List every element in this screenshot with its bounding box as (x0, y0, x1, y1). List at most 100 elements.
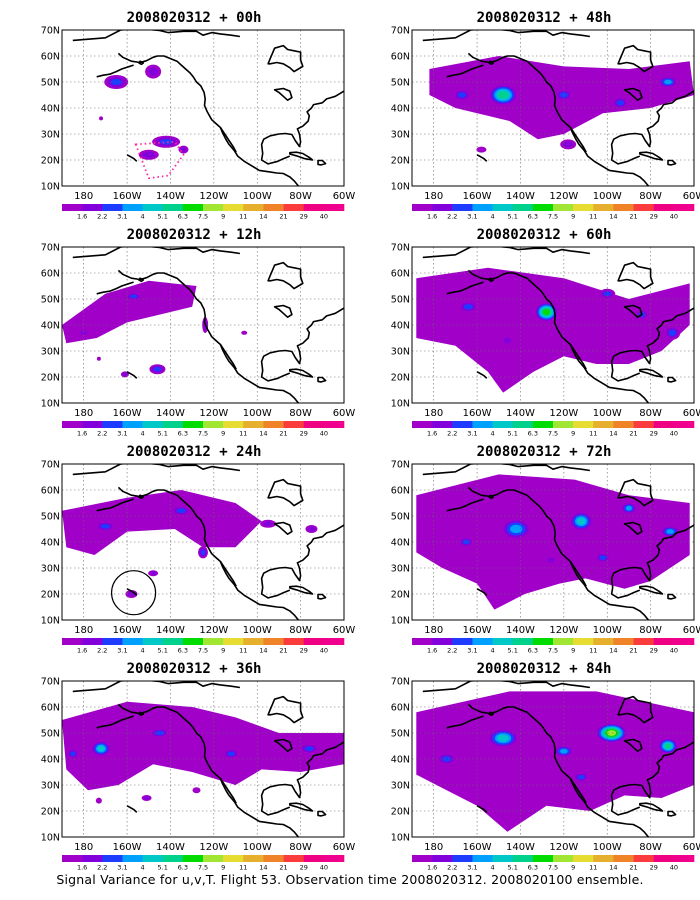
map-frame (61, 246, 345, 404)
colorbar-swatch (472, 204, 493, 211)
variance-contour (462, 539, 470, 545)
colorbar-label: 40 (320, 430, 328, 438)
lat-label: 60N (391, 269, 410, 280)
colorbar-swatch (492, 638, 514, 645)
lon-label: 80W (289, 408, 312, 419)
colorbar-label: 7.5 (198, 864, 208, 872)
colorbar-label: 9 (221, 430, 225, 438)
colorbar-swatch (243, 855, 264, 862)
colorbar-swatch (303, 638, 325, 645)
colorbar-swatch (613, 421, 634, 428)
colorbar-label: 29 (650, 430, 658, 438)
variance-contour (153, 366, 162, 372)
lon-label: 120W (549, 191, 578, 202)
coastline (422, 464, 694, 620)
colorbar-swatch (553, 421, 574, 428)
lon-label: 140W (506, 408, 535, 419)
colorbar-swatch (633, 638, 655, 645)
colorbar-label: 40 (670, 430, 678, 438)
colorbar-label: 14 (609, 430, 617, 438)
colorbar-swatch (122, 421, 143, 428)
lon-label: 80W (289, 842, 312, 853)
colorbar-swatch (653, 638, 675, 645)
colorbar-swatch (512, 855, 534, 862)
variance-contour (129, 294, 138, 299)
lat-label: 70N (391, 677, 410, 688)
lon-label: 140W (156, 408, 185, 419)
colorbar-label: 29 (650, 213, 658, 221)
panel-title: 2008020312 + 48h (476, 10, 612, 26)
colorbar-swatch (82, 638, 103, 645)
lon-label: 60W (683, 408, 700, 419)
colorbar-label: 11 (589, 647, 597, 655)
colorbar-swatch (62, 638, 83, 645)
colorbar-swatch (162, 421, 184, 428)
colorbar-label: 5.1 (508, 213, 518, 221)
variance-contour (607, 730, 617, 736)
lat-label: 70N (41, 460, 60, 471)
colorbar-label: 14 (259, 213, 267, 221)
lat-label: 60N (41, 703, 60, 714)
variance-contour (227, 751, 235, 757)
lon-label: 180 (424, 191, 443, 202)
colorbar-swatch (412, 204, 433, 211)
colorbar-label: 14 (259, 430, 267, 438)
colorbar-label: 40 (320, 864, 328, 872)
colorbar-swatch (573, 855, 594, 862)
colorbar-label: 21 (629, 430, 637, 438)
colorbar-swatch (102, 204, 123, 211)
colorbar-label: 9 (571, 647, 575, 655)
colorbar-swatch (633, 855, 655, 862)
colorbar-swatch (553, 855, 574, 862)
colorbar-swatch (223, 204, 244, 211)
colorbar-label: 1.6 (427, 864, 437, 872)
graticule (62, 681, 344, 837)
variance-contour (503, 337, 511, 344)
lon-label: 160W (463, 408, 492, 419)
variance-contour (599, 555, 607, 560)
colorbar-swatch (182, 421, 204, 428)
lat-label: 40N (41, 538, 60, 549)
colorbar-label: 40 (670, 647, 678, 655)
colorbar-swatch (452, 421, 473, 428)
lon-label: 180 (424, 408, 443, 419)
colorbar-swatch (653, 855, 675, 862)
colorbar-swatch (492, 421, 514, 428)
lat-label: 20N (391, 590, 410, 601)
colorbar-label: 14 (609, 864, 617, 872)
lat-label: 70N (391, 460, 410, 471)
variance-contour (476, 146, 487, 153)
colorbar-label: 1.6 (77, 864, 87, 872)
variance-map: 70N 60N 50N 40N 30N 20N 10N 180 160W 140W 120W 100W… (41, 677, 356, 872)
graticule (412, 464, 694, 620)
map-panel: 2008020312 + 36h 70N 60N 50N 40N 30N 20N 10N 180… (29, 659, 359, 881)
colorbar-swatch (283, 204, 305, 211)
lat-label: 60N (391, 703, 410, 714)
colorbar-swatch (412, 638, 433, 645)
colorbar-swatch (532, 204, 554, 211)
colorbar-swatch (162, 855, 184, 862)
colorbar-swatch (452, 855, 473, 862)
colorbar-label: 3.1 (467, 213, 477, 221)
lat-label: 30N (391, 564, 410, 575)
colorbar-swatch (323, 421, 345, 428)
variance-contour (625, 505, 633, 511)
colorbar-swatch (452, 638, 473, 645)
coastline (72, 681, 344, 837)
variance-contour (100, 524, 110, 529)
colorbar-label: 7.5 (198, 213, 208, 221)
variance-contour (142, 151, 155, 158)
colorbar-label: 29 (300, 430, 308, 438)
colorbar-label: 5.1 (508, 647, 518, 655)
colorbar-label: 21 (279, 647, 287, 655)
colorbar-swatch (633, 204, 655, 211)
variance-contour (668, 329, 676, 336)
variance-contour (603, 291, 611, 297)
colorbar-label: 21 (279, 864, 287, 872)
lon-label: 80W (639, 625, 662, 636)
colorbar-label: 9 (221, 864, 225, 872)
colorbar-swatch (182, 204, 204, 211)
colorbar-swatch (223, 421, 244, 428)
lon-label: 160W (113, 191, 142, 202)
colorbar-label: 29 (650, 864, 658, 872)
